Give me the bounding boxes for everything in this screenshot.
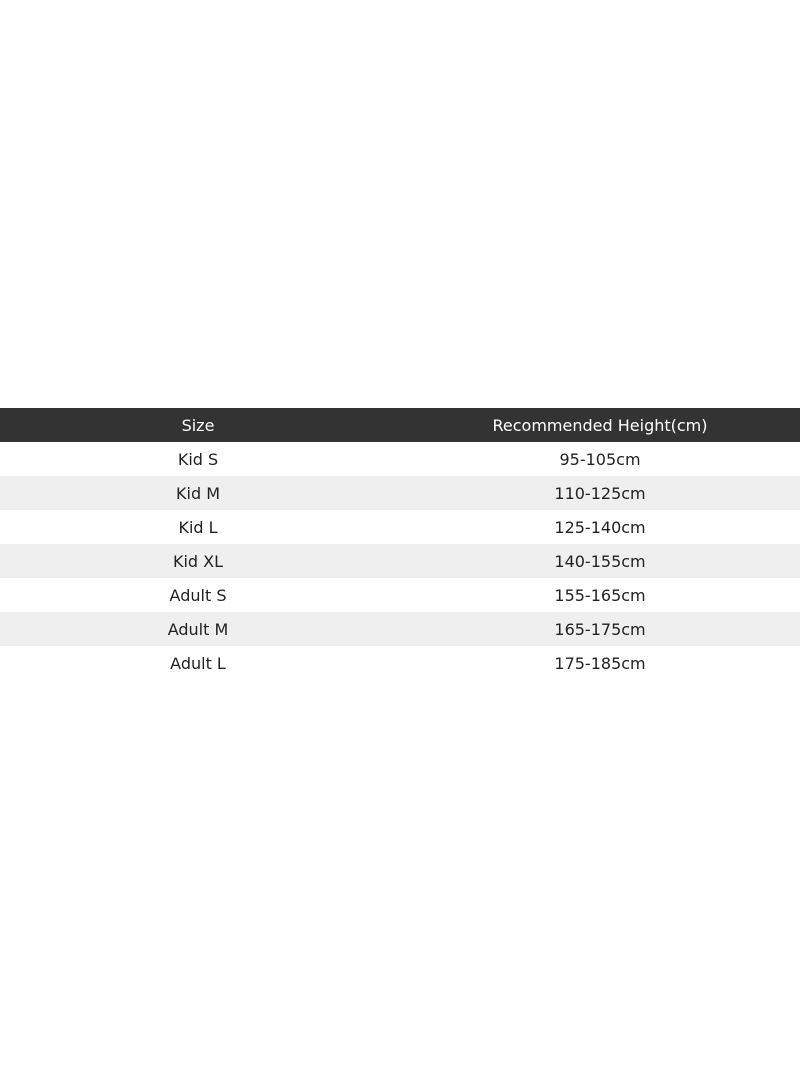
size-cell: Kid M [176,483,220,503]
size-cell: Adult L [170,653,226,673]
size-cell: Adult S [169,585,227,605]
height-cell: 175-185cm [554,653,646,673]
height-cell: 110-125cm [554,483,646,503]
table-row: Kid S 95-105cm [0,442,800,476]
header-recommended-height: Recommended Height(cm) [492,415,708,435]
table-row: Adult S 155-165cm [0,578,800,612]
header-size: Size [181,415,215,435]
table-row: Kid L 125-140cm [0,510,800,544]
size-cell: Adult M [167,619,229,639]
table-row: Adult L 175-185cm [0,646,800,680]
height-cell: 155-165cm [554,585,646,605]
size-cell: Kid L [178,517,218,537]
height-cell: 140-155cm [554,551,646,571]
table-row: Kid XL 140-155cm [0,544,800,578]
size-chart-table: Size Recommended Height(cm) Kid S 95-105… [0,408,800,680]
table-header: Size Recommended Height(cm) [0,408,800,442]
height-cell: 125-140cm [554,517,646,537]
table-row: Kid M 110-125cm [0,476,800,510]
size-cell: Kid S [177,449,219,469]
height-cell: 95-105cm [559,449,641,469]
height-cell: 165-175cm [554,619,646,639]
table-row: Adult M 165-175cm [0,612,800,646]
size-cell: Kid XL [172,551,224,571]
